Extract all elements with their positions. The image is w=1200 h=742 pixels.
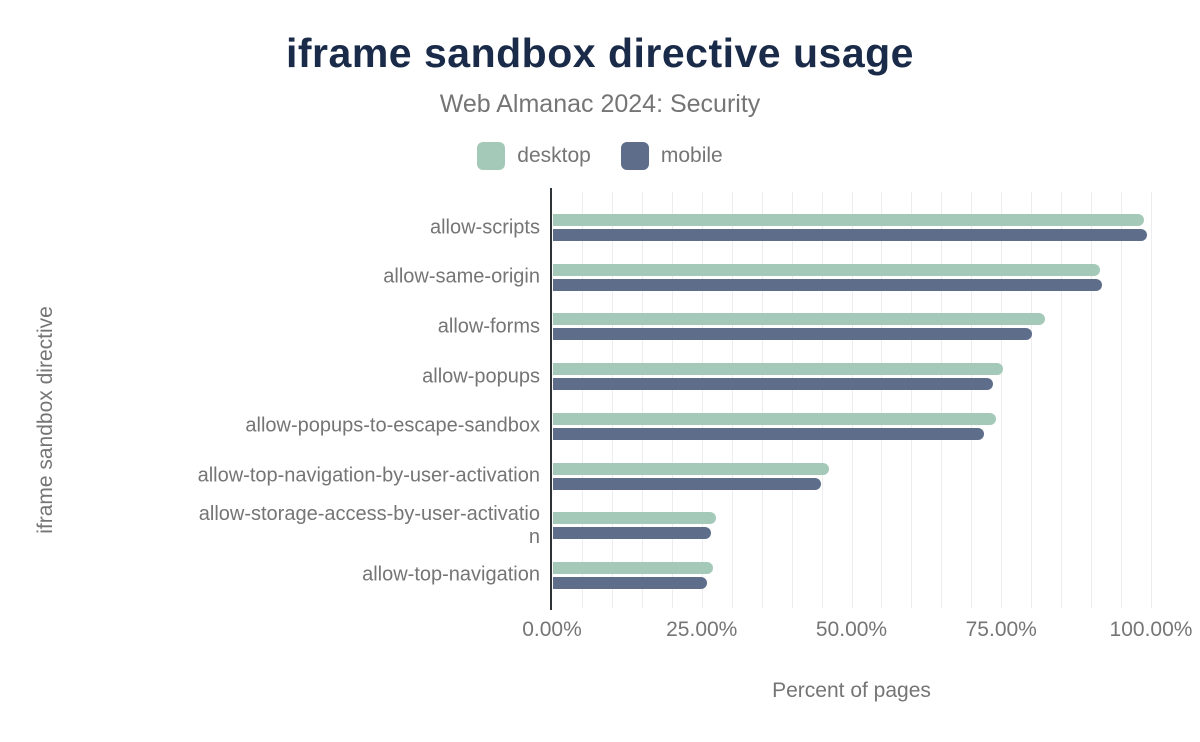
row-label-allow-same-origin: allow-same-origin <box>383 265 540 288</box>
bar-mobile-allow-scripts <box>553 229 1147 241</box>
bar-mobile-allow-popups <box>553 378 994 391</box>
gridline-95 <box>1121 192 1123 608</box>
gridline-45 <box>821 192 823 608</box>
bar-desktop-allow-storage-access-by-user-activation <box>553 512 716 525</box>
x-tick-label-0: 0.00% <box>522 618 582 641</box>
gridline-35 <box>761 192 763 608</box>
bar-mobile-allow-top-navigation <box>553 576 707 589</box>
gridline-10 <box>611 192 613 608</box>
bar-desktop-allow-same-origin <box>553 263 1100 276</box>
row-label-allow-top-navigation-by-user-activation: allow-top-navigation-by-user-activation <box>197 464 540 487</box>
row-label-allow-popups-to-escape-sandbox: allow-popups-to-escape-sandbox <box>245 414 540 437</box>
gridline-5 <box>581 192 583 608</box>
bar-mobile-allow-forms <box>553 328 1032 341</box>
mobile-swatch-icon <box>620 142 649 170</box>
plot-area <box>550 188 1152 610</box>
gridline-60 <box>911 192 913 608</box>
x-tick-label-100: 100.00% <box>1109 618 1193 641</box>
gridline-75 <box>1001 192 1003 608</box>
gridline-65 <box>941 192 943 608</box>
y-axis-line <box>550 188 552 610</box>
gridline-25 <box>701 192 703 608</box>
legend-item-desktop: desktop <box>477 142 591 170</box>
chart-title: iframe sandbox directive usage <box>286 30 914 76</box>
gridline-90 <box>1091 192 1093 608</box>
bar-mobile-allow-storage-access-by-user-activation <box>553 527 711 540</box>
chart-subtitle: Web Almanac 2024: Security <box>439 90 761 118</box>
gridline-80 <box>1031 192 1033 608</box>
row-label-allow-forms: allow-forms <box>437 315 540 338</box>
legend-label-desktop: desktop <box>517 144 591 167</box>
gridline-50 <box>851 192 853 608</box>
gridline-85 <box>1061 192 1063 608</box>
legend: desktop mobile <box>0 142 1200 170</box>
bar-mobile-allow-same-origin <box>553 278 1102 291</box>
bar-desktop-allow-scripts <box>553 214 1144 226</box>
x-tick-label-75: 75.00% <box>965 618 1037 641</box>
gridline-70 <box>971 192 973 608</box>
bar-desktop-allow-popups <box>553 363 1004 376</box>
x-axis-title: Percent of pages <box>772 679 931 702</box>
bar-mobile-allow-popups-to-escape-sandbox <box>553 427 985 440</box>
row-label-allow-scripts: allow-scripts <box>429 216 540 238</box>
gridline-55 <box>881 192 883 608</box>
bar-mobile-allow-top-navigation-by-user-activation <box>553 477 822 490</box>
gridline-30 <box>731 192 733 608</box>
bar-desktop-allow-forms <box>553 313 1046 326</box>
row-label-allow-top-navigation: allow-top-navigation <box>362 563 540 586</box>
gridline-100 <box>1151 192 1152 608</box>
legend-label-mobile: mobile <box>660 144 723 167</box>
x-tick-label-50: 50.00% <box>815 618 888 641</box>
bar-desktop-allow-top-navigation <box>553 561 713 574</box>
gridline-15 <box>641 192 643 608</box>
bar-desktop-allow-top-navigation-by-user-activation <box>553 462 829 475</box>
gridline-40 <box>791 192 793 608</box>
legend-item-mobile: mobile <box>620 142 723 170</box>
desktop-swatch-icon <box>477 142 506 170</box>
y-axis-title: iframe sandbox directive <box>34 306 57 534</box>
row-label-allow-popups: allow-popups <box>422 365 540 388</box>
bar-desktop-allow-popups-to-escape-sandbox <box>553 412 997 425</box>
gridline-20 <box>671 192 673 608</box>
row-label-allow-storage-access-by-user-activation: allow-storage-access-by-user-activatio n <box>198 502 540 548</box>
x-tick-label-25: 25.00% <box>666 618 738 641</box>
